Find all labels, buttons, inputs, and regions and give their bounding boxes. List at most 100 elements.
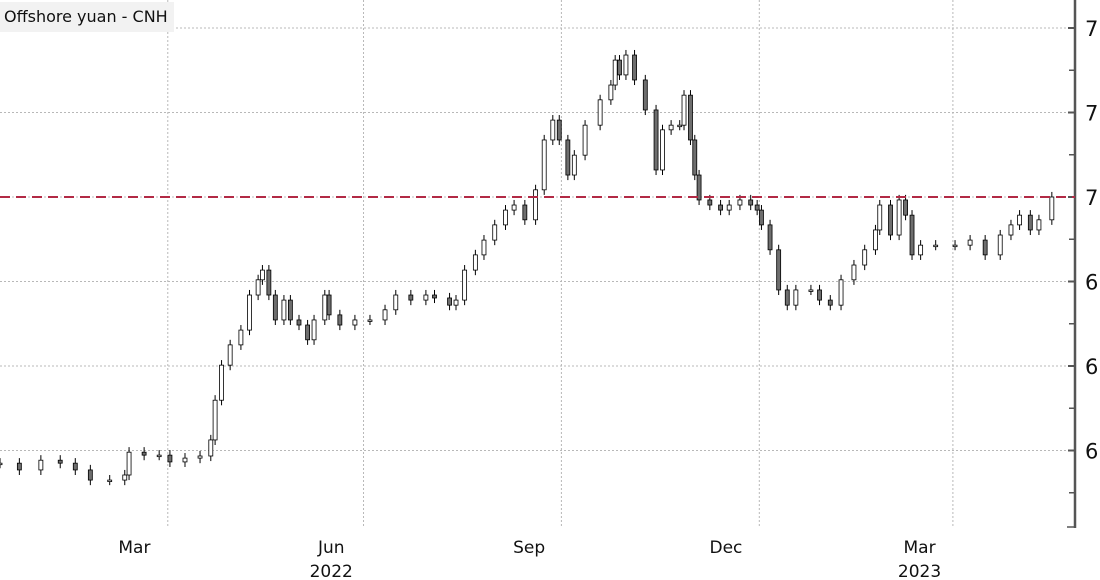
candle-body — [688, 94, 693, 141]
candle-body — [707, 199, 713, 206]
candle-body — [87, 469, 93, 481]
candle-body — [571, 154, 577, 176]
candle-body — [522, 204, 528, 221]
candle-body — [541, 139, 547, 191]
candle-body — [447, 297, 452, 306]
x-tick-label: Jun — [317, 538, 345, 558]
candle-body — [287, 299, 293, 321]
candle-body — [632, 54, 637, 81]
candle-body — [1017, 214, 1022, 226]
y-tick-label: 7. — [1085, 102, 1100, 126]
candle-body — [903, 199, 908, 216]
candle-body — [260, 269, 265, 281]
candle-body — [597, 99, 603, 126]
candle-body — [612, 59, 618, 86]
candle-body — [393, 294, 399, 311]
candle-body — [1049, 196, 1055, 221]
candle-body — [212, 399, 218, 441]
candle-body — [677, 124, 683, 128]
candle-body — [107, 479, 113, 482]
candle-body — [851, 264, 857, 281]
y-tick-label: 7. — [1085, 17, 1100, 41]
candle-body — [793, 289, 799, 306]
candle-body — [759, 209, 764, 226]
candle-body — [16, 462, 22, 471]
y-tick-label: 6. — [1085, 440, 1100, 464]
candle-body — [808, 289, 814, 292]
candle-body — [511, 204, 517, 211]
candle-body — [238, 329, 244, 346]
candle-body — [565, 139, 571, 176]
candle-body — [311, 319, 317, 341]
candle-body — [266, 269, 272, 296]
candle-body — [423, 294, 429, 301]
candle-body — [896, 199, 902, 236]
candle-body — [982, 239, 988, 256]
candle-body — [38, 459, 44, 471]
candle-body — [72, 462, 78, 471]
candle-body — [862, 249, 868, 266]
candle-body — [556, 119, 562, 141]
candle-body — [432, 294, 437, 299]
y-tick-label: 6. — [1085, 271, 1100, 295]
candle-body — [492, 224, 498, 241]
candle-body — [918, 244, 924, 256]
year-label: 2022 — [310, 562, 353, 580]
candle-body — [668, 124, 674, 131]
candle-body — [784, 289, 790, 306]
x-tick-label: Dec — [710, 538, 743, 558]
candle-body — [272, 294, 278, 321]
x-tick-label: Mar — [904, 538, 936, 558]
candle-body — [877, 204, 883, 231]
x-tick-label: Mar — [118, 538, 150, 558]
year-label: 2023 — [898, 562, 941, 580]
candle-body — [997, 234, 1003, 256]
candle-body — [453, 299, 459, 306]
candle-body — [462, 269, 468, 301]
candle-body — [754, 204, 760, 211]
candle-body — [533, 189, 538, 221]
candle-body — [550, 119, 556, 141]
candle-body — [776, 249, 782, 291]
candle-body — [182, 457, 188, 463]
legend-label: Offshore yuan - CNH — [0, 2, 174, 32]
candle-body — [737, 199, 743, 206]
candle-body — [1036, 219, 1042, 231]
candle-body — [873, 229, 878, 251]
candle-body — [326, 294, 332, 316]
candle-body — [141, 451, 147, 456]
candle-body — [156, 454, 162, 458]
candle-body — [838, 279, 844, 306]
candle-body — [57, 459, 63, 464]
candle-body — [367, 319, 373, 322]
candle-body — [642, 79, 648, 111]
candle-body — [827, 299, 833, 306]
candle-body — [322, 294, 328, 321]
candle-body — [726, 204, 732, 211]
candle-body — [748, 199, 754, 206]
candle-body — [197, 455, 203, 459]
candle-body — [352, 319, 358, 326]
candle-body — [219, 364, 224, 401]
candle-body — [247, 294, 252, 331]
candle-body — [909, 214, 915, 256]
candle-body — [296, 319, 302, 326]
candle-body — [227, 344, 233, 366]
candle-body — [692, 139, 698, 176]
candle-body — [208, 439, 214, 457]
candle-body — [967, 239, 973, 246]
candle-body — [255, 279, 261, 296]
candle-body — [408, 294, 414, 301]
candle-body — [933, 244, 939, 248]
candle-body — [281, 299, 287, 321]
candle-body — [653, 109, 659, 171]
candle-body — [681, 94, 687, 126]
y-tick-label: 6. — [1085, 355, 1100, 379]
candle-body — [337, 314, 343, 326]
candle-body — [817, 289, 822, 301]
candle-body — [167, 454, 173, 463]
candle-body — [952, 244, 958, 248]
candle-body — [660, 129, 665, 171]
y-tick-label: 7. — [1085, 186, 1100, 210]
